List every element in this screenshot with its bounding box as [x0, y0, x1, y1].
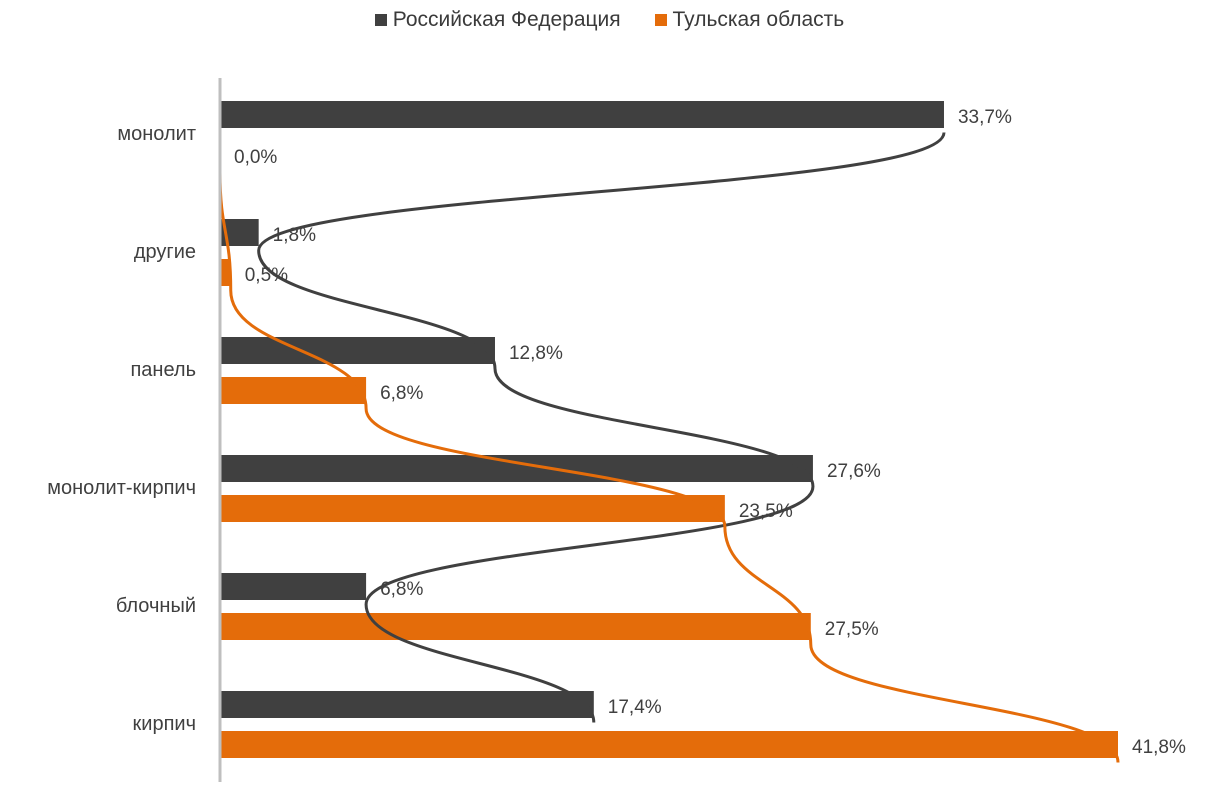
curves-layer [218, 132, 1120, 763]
trend-curve-rf [257, 132, 946, 723]
legend: Российская Федерация Тульская область [0, 8, 1219, 32]
data-label-tula: 27,5% [825, 619, 879, 640]
legend-label-tula: Тульская область [672, 8, 845, 31]
data-label-tula: 0,5% [245, 265, 288, 286]
data-label-rf: 6,8% [380, 579, 423, 600]
bar-rf [220, 573, 367, 600]
data-label-rf: 17,4% [608, 697, 662, 718]
bar-rf [220, 691, 594, 718]
bar-tula [220, 613, 811, 640]
category-label: блочный [116, 595, 196, 617]
data-label-rf: 12,8% [509, 343, 563, 364]
category-label: монолит-кирпич [47, 477, 196, 499]
trend-curve-tula [218, 172, 1120, 763]
data-label-rf: 27,6% [827, 461, 881, 482]
category-label: панель [130, 359, 196, 381]
data-label-tula: 6,8% [380, 383, 423, 404]
data-label-tula: 23,5% [739, 501, 793, 522]
legend-swatch-tula [654, 14, 667, 26]
legend-label-rf: Российская Федерация [392, 8, 621, 31]
category-label: кирпич [133, 713, 196, 735]
data-label-tula: 41,8% [1132, 737, 1186, 758]
bars-layer [220, 101, 1118, 758]
bar-rf [220, 101, 944, 128]
data-label-rf: 1,8% [273, 225, 316, 246]
bar-rf [220, 337, 495, 364]
legend-swatch-rf [374, 14, 387, 26]
labels-layer: монолит другие панель монолит-кирпич блочный… [47, 107, 1186, 758]
bar-rf [220, 455, 813, 482]
legend-item-rf: Российская Федерация [374, 8, 621, 32]
bar-tula [220, 377, 367, 404]
category-label: монолит [117, 123, 196, 145]
category-label: другие [134, 241, 196, 263]
bar-tula [220, 259, 231, 286]
legend-item-tula: Тульская область [654, 8, 845, 32]
bar-tula [220, 495, 725, 522]
bar-tula [220, 731, 1118, 758]
data-label-tula: 0,0% [234, 147, 277, 168]
data-label-rf: 33,7% [958, 107, 1012, 128]
